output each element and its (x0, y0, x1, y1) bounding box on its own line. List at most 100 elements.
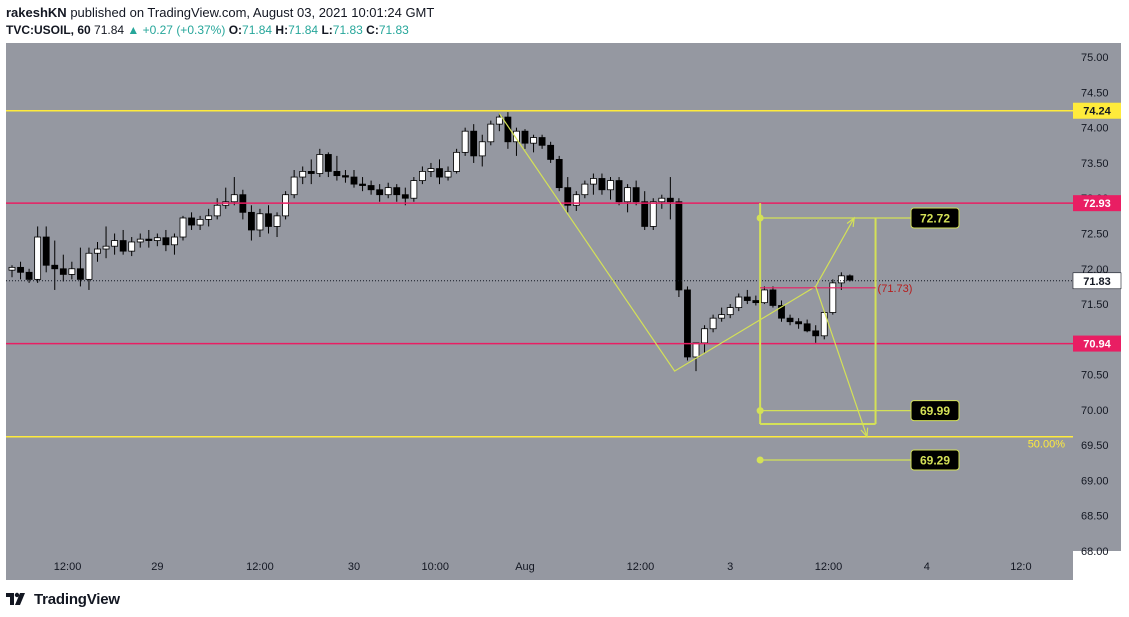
target-anchor-dot[interactable] (756, 456, 764, 464)
candle-body (495, 116, 503, 125)
candle-body (265, 213, 272, 227)
candle (34, 226, 42, 283)
candle-body (102, 245, 110, 250)
candle-body (564, 187, 572, 206)
overlays: 50.00% (71.73) 72.72 69.99 69.29 (6, 109, 1073, 471)
price-axis-bg (1073, 43, 1121, 551)
candle-body (51, 264, 59, 270)
price-axis-tag-label: 70.94 (1083, 339, 1111, 351)
candle (196, 215, 204, 230)
candle-body (171, 236, 178, 246)
candle-body (701, 328, 708, 344)
target-label-text: 72.72 (920, 211, 950, 225)
price-tick-labels: 68.0068.5069.0069.5070.0070.5071.0071.50… (1081, 52, 1109, 558)
candle-body (282, 194, 290, 217)
pattern-zigzag[interactable] (498, 113, 817, 372)
tradingview-brand[interactable]: TradingView (34, 590, 120, 608)
candle-body (128, 241, 136, 252)
candle-body (59, 268, 67, 275)
candle (837, 272, 845, 290)
candle-body (25, 271, 33, 280)
close-label: C: (366, 23, 379, 37)
candle (119, 229, 127, 255)
candle-body (778, 305, 785, 319)
time-axis[interactable] (6, 551, 1073, 580)
candle-body (324, 154, 332, 172)
price-tick-label: 74.00 (1081, 123, 1109, 135)
projection-up-arrow[interactable] (815, 217, 855, 287)
candle-body (632, 187, 640, 203)
candle-body (179, 217, 187, 238)
candle-body (153, 237, 161, 241)
candle-body (812, 330, 820, 337)
candle-body (607, 180, 614, 191)
target-anchor-dot[interactable] (756, 407, 764, 415)
candle (418, 166, 426, 185)
price-change: ▲ +0.27 (+0.37%) (127, 23, 226, 37)
candle-body (316, 154, 324, 174)
target-label-box[interactable] (910, 449, 960, 471)
candle-body (504, 116, 512, 143)
candle (401, 187, 409, 206)
candle (247, 205, 255, 241)
candle-body (547, 144, 555, 160)
candle (136, 233, 144, 248)
price-axis-tag-label: 72.93 (1083, 198, 1111, 210)
candle-body (769, 289, 777, 306)
candle (453, 148, 461, 174)
candle-body (136, 238, 144, 243)
candle-body (761, 289, 768, 304)
candle (290, 170, 298, 199)
candle (427, 162, 435, 178)
time-tick-label: 12:0 (1010, 561, 1031, 573)
candle-body (213, 204, 221, 217)
candle (564, 177, 572, 213)
target-label-box[interactable] (910, 400, 960, 422)
price-tick-label: 68.00 (1081, 546, 1109, 558)
target-label-text: 69.29 (920, 453, 950, 467)
candle-body (726, 307, 734, 316)
candle-body (513, 130, 520, 143)
candle (444, 166, 452, 181)
target-anchor-dot[interactable] (756, 214, 764, 222)
candle-body (478, 141, 486, 157)
plot-area[interactable] (6, 43, 1073, 551)
candle-body (461, 130, 469, 153)
time-tick-label: 12:00 (815, 561, 843, 573)
footer: TradingView (6, 589, 120, 609)
candle-body (786, 317, 794, 323)
time-tick-label: 3 (727, 561, 733, 573)
candle-body (666, 197, 674, 203)
candle-body (418, 171, 426, 181)
target-label-box[interactable] (910, 207, 960, 229)
price-axis[interactable] (1073, 43, 1121, 551)
candle (590, 173, 597, 195)
symbol-line: TVC:USOIL, 60 71.84 ▲ +0.27 (+0.37%) O:7… (6, 22, 1116, 39)
candle-body (342, 175, 349, 178)
time-tick-label: 29 (151, 561, 163, 573)
candle (42, 226, 50, 273)
candle (718, 307, 726, 322)
candle-body (803, 323, 811, 332)
candle-body (367, 185, 375, 191)
price-tick-label: 70.00 (1081, 405, 1109, 417)
candle (555, 155, 563, 192)
time-tick-label: 12:00 (246, 561, 274, 573)
author-name[interactable]: rakeshKN (6, 5, 67, 20)
axis-price-labels: 74.24 72.93 70.94 71.83 (1072, 102, 1122, 352)
candle (77, 247, 84, 287)
candle-body (162, 237, 170, 246)
candle-body (256, 213, 264, 231)
candle-body (453, 151, 461, 172)
last-price-tag (1072, 272, 1122, 290)
candle (367, 180, 375, 195)
candle-body (598, 178, 606, 191)
projection-down-arrow[interactable] (815, 286, 868, 437)
candle-body (307, 171, 315, 174)
candle (624, 184, 631, 213)
candle-body (444, 171, 452, 178)
candle (188, 212, 195, 230)
candle-body (359, 183, 366, 186)
candle-body (42, 236, 50, 266)
